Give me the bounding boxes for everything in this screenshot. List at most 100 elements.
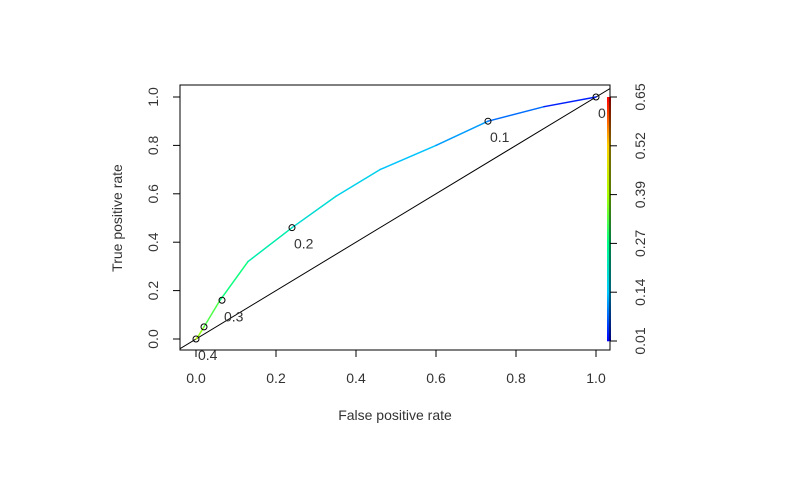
- y-tick-label: 0.4: [145, 232, 161, 252]
- colorbar-band: [607, 153, 611, 157]
- colorbar-band: [607, 292, 611, 295]
- colorbar-tick-label: 0.65: [632, 83, 648, 110]
- colorbar-band: [607, 141, 611, 145]
- roc-curve-segment: [379, 144, 437, 171]
- plot-area-frame: [179, 84, 611, 351]
- colorbar-band: [607, 99, 611, 102]
- colorbar-band: [607, 145, 611, 149]
- colorbar-band: [607, 314, 611, 317]
- colorbar-band: [607, 257, 611, 260]
- colorbar-band: [607, 111, 611, 114]
- colorbar-band: [607, 330, 611, 334]
- colorbar-band: [607, 251, 611, 254]
- colorbar-band: [607, 164, 611, 167]
- colorbar-band: [607, 322, 611, 326]
- colorbar-band: [607, 103, 611, 106]
- colorbar-tick-label: 0.39: [632, 181, 648, 208]
- colorbar-band: [607, 139, 611, 143]
- colorbar-tick-label: 0.27: [632, 230, 648, 257]
- colorbar-band: [607, 172, 611, 175]
- threshold-marker: [288, 224, 296, 232]
- colorbar-band: [607, 227, 611, 230]
- colorbar-band: [607, 210, 611, 214]
- colorbar-band: [607, 310, 611, 313]
- colorbar-band: [607, 302, 611, 305]
- colorbar-band: [607, 97, 611, 100]
- y-tick-label: 1.0: [145, 87, 161, 107]
- colorbar-band: [607, 155, 611, 159]
- colorbar-band: [607, 286, 611, 289]
- colorbar-band: [607, 158, 611, 161]
- colorbar-band: [607, 308, 611, 311]
- colorbar-band: [607, 300, 611, 303]
- colorbar-band: [607, 119, 611, 122]
- colorbar-band: [607, 223, 611, 226]
- threshold-marker: [200, 323, 208, 331]
- colorbar-band: [607, 166, 611, 169]
- colorbar-band: [607, 334, 611, 338]
- colorbar-band: [607, 143, 611, 147]
- x-tick-label: 0.6: [426, 370, 446, 386]
- colorbar-band: [607, 204, 611, 208]
- colorbar-band: [607, 233, 611, 236]
- colorbar-band: [607, 160, 611, 163]
- x-axis-title: False positive rate: [338, 407, 452, 423]
- colorbar-band: [607, 269, 611, 273]
- colorbar-band: [607, 229, 611, 232]
- colorbar-band: [607, 282, 611, 285]
- colorbar-band: [607, 184, 611, 187]
- roc-curve-segment: [543, 96, 597, 108]
- colorbar-band: [607, 324, 611, 328]
- colorbar-band: [607, 105, 611, 108]
- colorbar-band: [607, 265, 611, 269]
- colorbar-band: [607, 249, 611, 252]
- roc-curve-segment: [435, 120, 489, 147]
- colorbar-band: [607, 192, 611, 195]
- colorbar-band: [607, 125, 611, 128]
- colorbar-band: [607, 243, 611, 246]
- colorbar-band: [607, 123, 611, 126]
- colorbar-band: [607, 231, 611, 234]
- threshold-marker: [592, 93, 600, 101]
- colorbar-band: [607, 318, 611, 321]
- threshold-label: 0.1: [490, 129, 510, 145]
- colorbar-tick-label: 0.14: [632, 278, 648, 305]
- colorbar-band: [607, 212, 611, 216]
- colorbar-band: [607, 131, 611, 134]
- colorbar-band: [607, 284, 611, 287]
- colorbar-band: [607, 147, 611, 151]
- colorbar-band: [607, 186, 611, 189]
- chance-diagonal-line: [180, 87, 610, 350]
- colorbar-band: [607, 129, 611, 132]
- colorbar-tick-label: 0.01: [632, 327, 648, 354]
- colorbar-band: [607, 259, 611, 262]
- colorbar-band: [607, 178, 611, 181]
- colorbar-band: [607, 214, 611, 218]
- colorbar-band: [607, 127, 611, 130]
- threshold-marker: [484, 117, 492, 125]
- colorbar-band: [607, 306, 611, 309]
- colorbar-band: [607, 180, 611, 183]
- colorbar-band: [607, 176, 611, 179]
- colorbar-band: [607, 162, 611, 165]
- colorbar-band: [607, 107, 611, 110]
- colorbar-band: [607, 277, 611, 281]
- colorbar-band: [607, 117, 611, 120]
- threshold-label: 0.3: [224, 308, 244, 324]
- colorbar-band: [607, 135, 611, 138]
- colorbar-band: [607, 151, 611, 155]
- colorbar-band: [607, 273, 611, 277]
- roc-curve-segment: [335, 168, 381, 197]
- colorbar-band: [607, 245, 611, 248]
- x-tick-label: 0.0: [186, 370, 206, 386]
- x-tick-label: 0.4: [346, 370, 366, 386]
- colorbar-band: [607, 190, 611, 193]
- colorbar-band: [607, 113, 611, 116]
- colorbar-band: [607, 253, 611, 256]
- colorbar-band: [607, 198, 611, 201]
- colorbar-band: [607, 271, 611, 275]
- colorbar-band: [607, 101, 611, 104]
- colorbar-band: [607, 326, 611, 330]
- threshold-marker: [192, 335, 200, 343]
